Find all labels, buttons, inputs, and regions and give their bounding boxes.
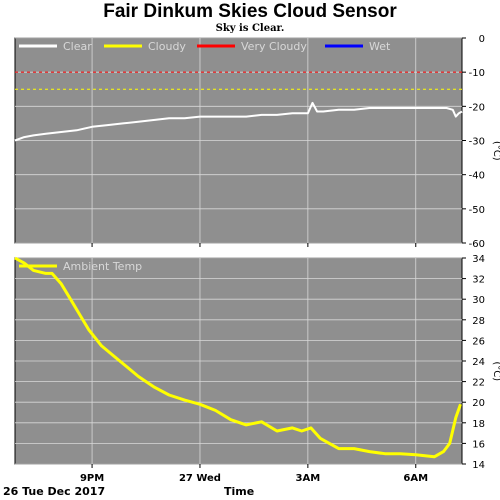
y-tick-label: 18 [472, 419, 485, 430]
y-tick-label: -60 [469, 239, 485, 250]
legend-label: Wet [369, 40, 391, 53]
series-line [14, 256, 462, 459]
y-tick-label: 22 [472, 378, 485, 389]
date-label: 26 Tue Dec 2017 [3, 485, 106, 498]
y-tick-label: -20 [469, 102, 485, 113]
chart-title: Fair Dinkum Skies Cloud Sensor [103, 1, 397, 22]
y-tick-label: 28 [472, 316, 485, 327]
y-tick-label: 30 [472, 295, 485, 306]
legend-label: Very Cloudy [241, 40, 307, 53]
y-tick-label: 24 [472, 357, 485, 368]
chart-subtitle: Sky is Clear. [215, 23, 285, 34]
x-tick-label: 6AM [403, 473, 428, 484]
y-tick-label: 34 [472, 254, 485, 265]
ambient-temperature-panel: 34 32 30 28 26 24 22 20 18 16 14 9PM 27 Wed 3AM 6AM (°C… [14, 254, 500, 484]
y-tick-label: -30 [469, 137, 485, 148]
y-tick-label: 26 [472, 336, 485, 347]
y-tick-label: 0 [479, 34, 485, 45]
time-axis-label: Time [224, 485, 255, 498]
series-line [14, 101, 463, 142]
x-tick-label: 3AM [296, 473, 321, 484]
y-tick-label: 16 [472, 439, 485, 450]
x-tick-label: 9PM [80, 473, 104, 484]
sky-temperature-panel: 0 -10 -20 -30 -40 -50 -60 (°C) Clear Cloudy Very C… [14, 34, 500, 250]
y-tick-label: -40 [469, 171, 485, 182]
x-tick-label: 27 Wed [179, 473, 221, 484]
y-tick-label: 14 [472, 460, 485, 471]
y-tick-label: -10 [469, 68, 485, 79]
y-tick-label: -50 [469, 205, 485, 216]
y-tick-label: 20 [472, 398, 485, 409]
legend-label: Ambient Temp [63, 260, 142, 273]
y-axis-label: (°C) [491, 361, 500, 381]
y-axis-label: (°C) [491, 141, 500, 161]
legend-label: Clear [63, 40, 92, 53]
legend-label: Cloudy [148, 40, 186, 53]
y-tick-label: 32 [472, 275, 485, 286]
